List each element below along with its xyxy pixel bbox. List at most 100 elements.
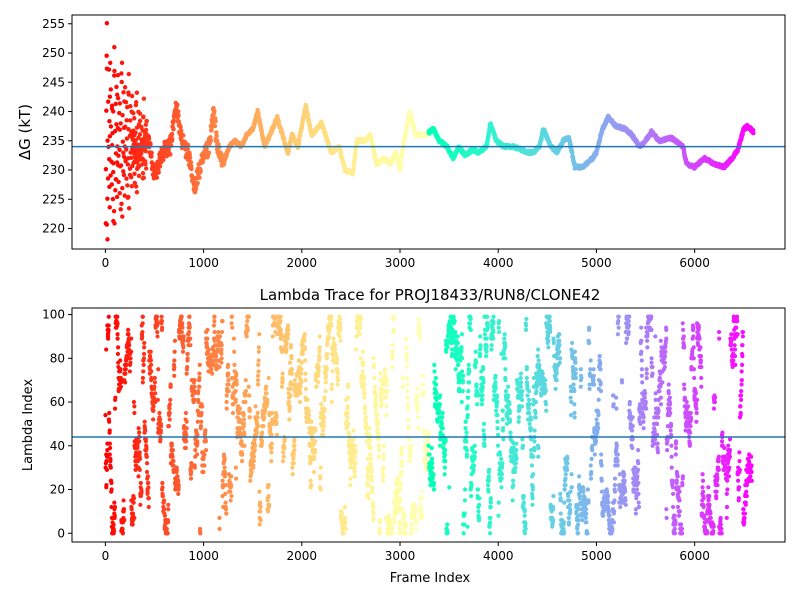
bottom-point <box>159 314 164 319</box>
top-point <box>208 138 214 144</box>
bottom-point <box>242 443 247 448</box>
bottom-point <box>107 419 112 424</box>
bottom-point <box>144 445 149 451</box>
bottom-point <box>151 417 156 422</box>
bottom-point <box>303 378 308 383</box>
bottom-point <box>184 419 189 424</box>
bottom-point <box>325 351 330 357</box>
bottom-point <box>289 367 294 372</box>
bottom-point <box>432 362 437 367</box>
bottom-point <box>197 362 202 367</box>
top-point <box>104 20 110 26</box>
bottom-point <box>290 465 295 470</box>
top-point <box>116 153 121 158</box>
bottom-point <box>482 437 487 442</box>
bottom-point <box>432 369 437 374</box>
bottom-point <box>397 496 403 501</box>
bottom-point <box>431 472 436 477</box>
top-point <box>351 166 356 172</box>
top-point <box>105 196 110 201</box>
top-point <box>214 130 219 135</box>
bottom-point <box>120 531 125 536</box>
bottom-point <box>491 314 496 319</box>
bottom-point <box>224 393 229 398</box>
bottom-point <box>146 485 151 490</box>
bottom-point <box>324 367 329 372</box>
bottom-point <box>473 349 478 354</box>
bottom-point <box>437 402 443 407</box>
bottom-point <box>475 391 480 396</box>
x-tick-label: 2000 <box>287 256 318 270</box>
bottom-point <box>223 483 228 488</box>
bottom-point <box>105 448 110 453</box>
bottom-point <box>496 500 501 505</box>
bottom-point <box>234 382 239 387</box>
bottom-point <box>229 314 234 319</box>
bottom-point <box>107 452 112 457</box>
bottom-point <box>472 454 477 459</box>
top-point <box>124 147 129 152</box>
bottom-point <box>499 485 504 490</box>
bottom-point <box>502 332 507 337</box>
bottom-point <box>242 432 247 437</box>
bottom-point <box>121 507 127 512</box>
bottom-point <box>189 469 194 475</box>
bottom-point <box>241 417 247 422</box>
bottom-point <box>406 417 411 422</box>
bottom-point <box>455 334 460 339</box>
bottom-point <box>166 423 171 429</box>
bottom-point <box>172 338 178 343</box>
bottom-point <box>115 332 120 337</box>
bottom-point <box>197 384 202 389</box>
top-point <box>105 99 111 104</box>
bottom-point <box>148 362 154 367</box>
bottom-point <box>112 406 118 411</box>
bottom-point <box>329 323 334 328</box>
bottom-point <box>256 345 261 350</box>
bottom-point <box>131 496 137 501</box>
bottom-point <box>279 384 285 389</box>
bottom-point <box>500 408 505 413</box>
bottom-point <box>384 382 389 387</box>
top-point <box>143 166 149 171</box>
bottom-point <box>258 509 263 514</box>
top-point <box>175 109 181 114</box>
bottom-point <box>202 463 207 468</box>
top-point <box>133 184 139 189</box>
bottom-point <box>112 504 118 510</box>
bottom-point <box>444 349 449 354</box>
bottom-point <box>427 452 432 457</box>
bottom-point <box>381 452 386 457</box>
bottom-point <box>268 426 273 431</box>
bottom-point <box>367 439 373 444</box>
bottom-point <box>383 373 388 378</box>
top-point <box>121 172 127 178</box>
top-point <box>129 93 135 99</box>
bottom-point <box>360 349 365 354</box>
bottom-point <box>376 432 381 437</box>
top-point <box>105 176 111 181</box>
bottom-point <box>164 526 169 531</box>
bottom-point <box>288 393 293 398</box>
top-point <box>180 133 186 138</box>
bottom-point <box>165 531 170 536</box>
bottom-point <box>500 461 505 466</box>
bottom-point <box>132 515 137 521</box>
bottom-point <box>206 347 212 352</box>
bottom-point <box>281 454 286 459</box>
bottom-point <box>219 360 224 365</box>
top-point <box>107 205 112 210</box>
bottom-point <box>132 404 137 409</box>
top-point <box>112 221 117 226</box>
bottom-point <box>197 526 203 531</box>
bottom-point <box>409 526 414 531</box>
bottom-point <box>338 321 343 326</box>
bottom-point <box>457 389 463 394</box>
top-point <box>149 150 154 156</box>
bottom-point <box>303 371 308 376</box>
top-point <box>113 101 118 107</box>
bottom-point <box>257 522 262 527</box>
bottom-point <box>375 426 380 431</box>
bottom-point <box>338 338 343 343</box>
bottom-point <box>212 314 217 319</box>
